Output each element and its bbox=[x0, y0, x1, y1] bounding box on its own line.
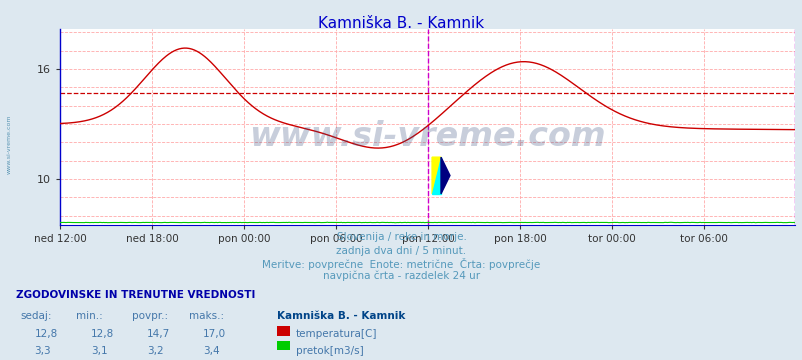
Text: Meritve: povprečne  Enote: metrične  Črta: povprečje: Meritve: povprečne Enote: metrične Črta:… bbox=[262, 258, 540, 270]
Text: 12,8: 12,8 bbox=[91, 329, 114, 339]
Text: min.:: min.: bbox=[76, 311, 103, 321]
Text: navpična črta - razdelek 24 ur: navpična črta - razdelek 24 ur bbox=[322, 271, 480, 281]
Text: 3,2: 3,2 bbox=[147, 346, 164, 356]
Text: 12,8: 12,8 bbox=[34, 329, 58, 339]
Polygon shape bbox=[440, 157, 449, 194]
Text: zadnja dva dni / 5 minut.: zadnja dva dni / 5 minut. bbox=[336, 246, 466, 256]
Text: Slovenija / reke in morje.: Slovenija / reke in morje. bbox=[336, 232, 466, 242]
Text: www.si-vreme.com: www.si-vreme.com bbox=[249, 120, 606, 153]
Text: Kamniška B. - Kamnik: Kamniška B. - Kamnik bbox=[318, 16, 484, 31]
Text: 17,0: 17,0 bbox=[203, 329, 226, 339]
Text: Kamniška B. - Kamnik: Kamniška B. - Kamnik bbox=[277, 311, 405, 321]
Text: maks.:: maks.: bbox=[188, 311, 224, 321]
Text: 3,3: 3,3 bbox=[34, 346, 51, 356]
Text: 14,7: 14,7 bbox=[147, 329, 170, 339]
Polygon shape bbox=[431, 157, 440, 194]
Polygon shape bbox=[431, 157, 440, 194]
Text: 3,1: 3,1 bbox=[91, 346, 107, 356]
Text: temperatura[C]: temperatura[C] bbox=[295, 329, 376, 339]
Text: ZGODOVINSKE IN TRENUTNE VREDNOSTI: ZGODOVINSKE IN TRENUTNE VREDNOSTI bbox=[16, 290, 255, 300]
Text: povpr.:: povpr.: bbox=[132, 311, 168, 321]
Text: www.si-vreme.com: www.si-vreme.com bbox=[6, 114, 11, 174]
Text: sedaj:: sedaj: bbox=[20, 311, 51, 321]
Text: pretok[m3/s]: pretok[m3/s] bbox=[295, 346, 363, 356]
Text: 3,4: 3,4 bbox=[203, 346, 220, 356]
